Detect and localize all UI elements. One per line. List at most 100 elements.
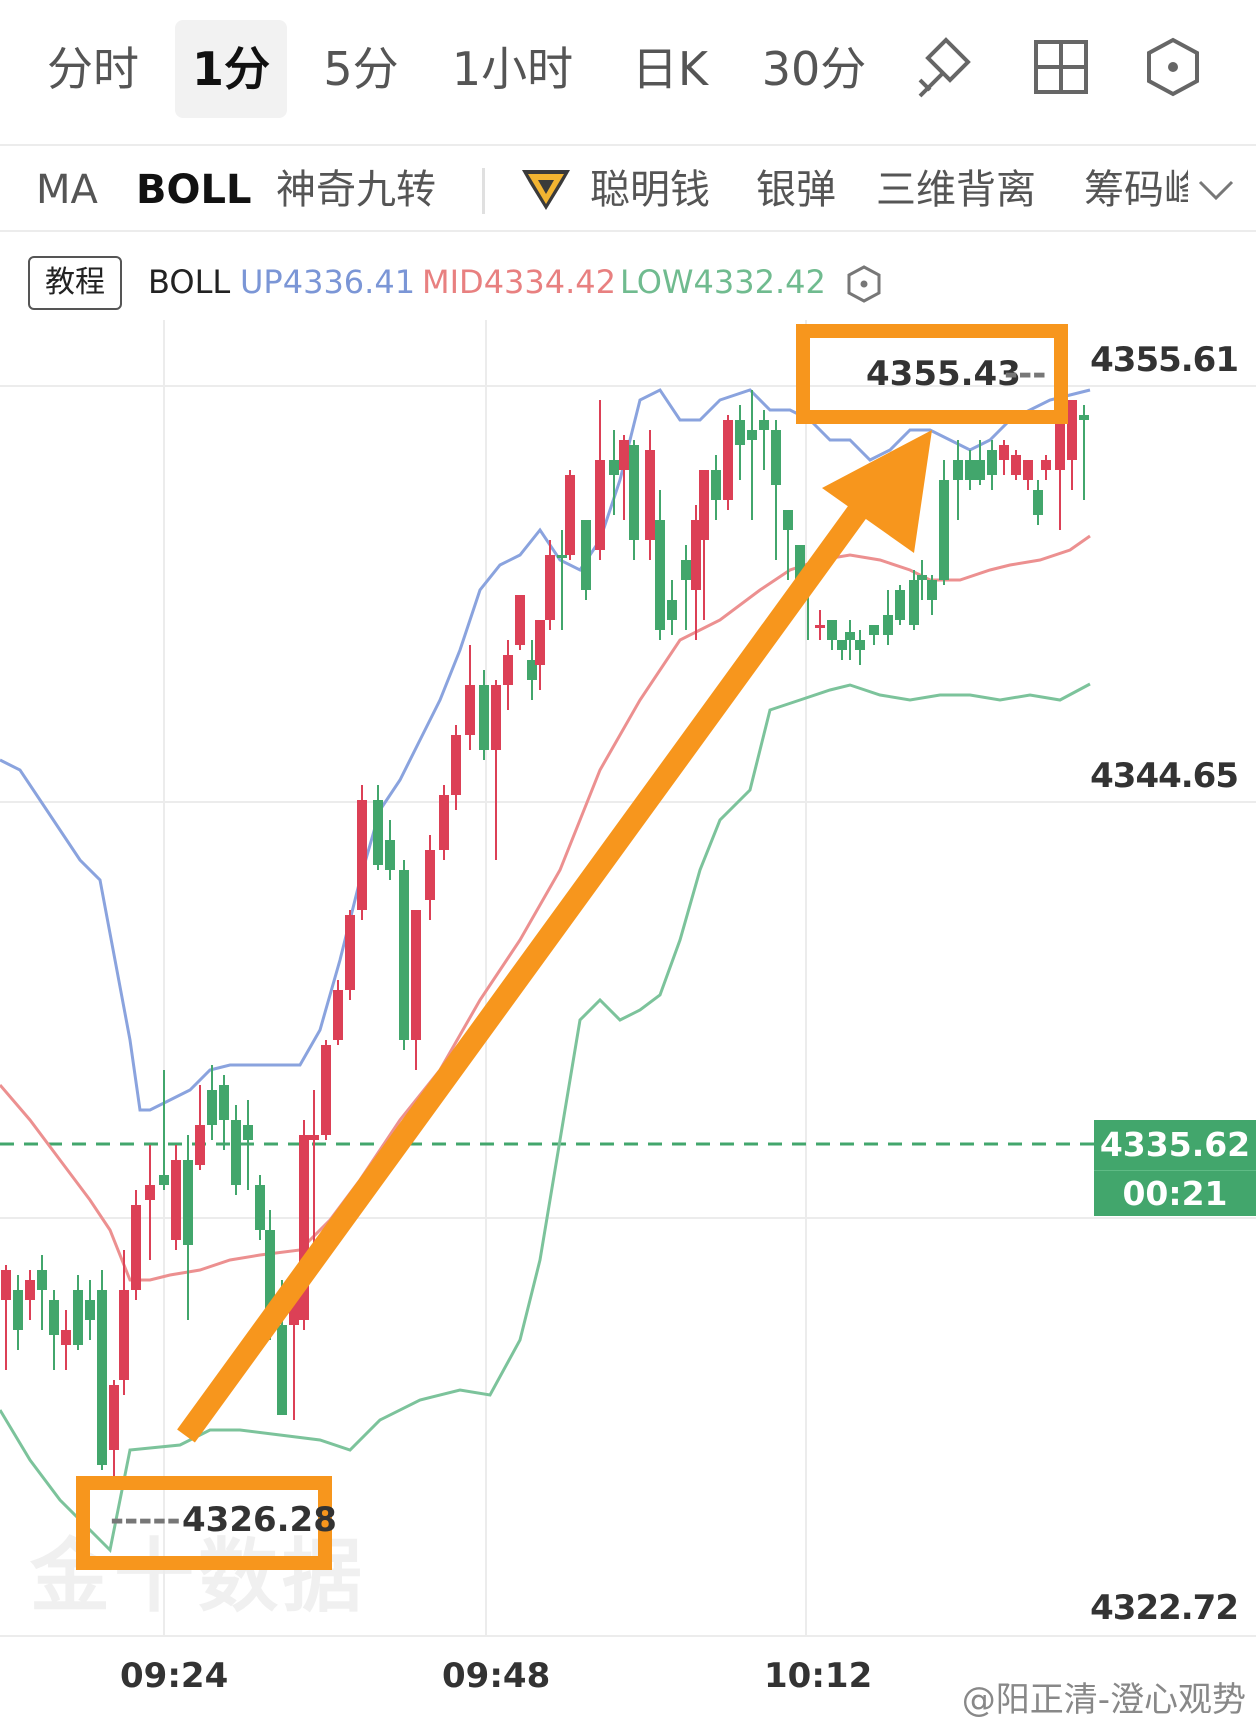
candle-body-47 [565,475,575,555]
candle-body-82 [975,460,985,480]
candle-body-55 [667,600,677,620]
candle-body-21 [255,1185,265,1230]
candle-body-71 [845,632,855,640]
tab-indicator-3d-divergence[interactable]: 三维背离 [876,167,1036,213]
layout-grid-icon[interactable] [1028,34,1094,100]
current-price-label: 4335.62 [1094,1120,1256,1170]
candle-body-64 [771,430,781,485]
tab-indicator-magic9[interactable]: 神奇九转 [276,167,436,213]
credit-text: @阳正清-澄心观势 [961,1680,1246,1720]
candle-body-38 [465,685,475,735]
low-annotation-box [76,1476,332,1570]
tab-timeframe-1min[interactable]: 1分 [175,20,287,118]
candle-body-52 [629,445,639,540]
candle-body-7 [85,1300,95,1320]
tab-timeframe-1hour[interactable]: 1小时 [451,42,574,96]
boll-info-bar: 教程 BOLL UP4336.41 MID4334.42 LOW4332.42 [0,248,1256,314]
candle-body-37 [451,735,461,795]
timeframe-bar: 分时 1分 5分 1小时 日K 30分 [0,0,1256,146]
candle-body-73 [869,625,879,635]
candle-body-15 [183,1160,193,1245]
tab-timeframe-5min[interactable]: 5分 [323,42,399,96]
candle-body-87 [1033,490,1043,515]
draw-tool-icon[interactable] [916,34,982,100]
candle-body-40 [491,685,501,750]
candle-body-72 [855,640,865,650]
candle-body-34 [411,910,421,1040]
candle-body-85 [1011,455,1021,475]
tab-indicator-smart-money[interactable]: 聪明钱 [590,167,710,213]
candle-body-3 [37,1270,47,1290]
candle-body-62 [747,430,757,440]
candle-body-49 [595,460,605,550]
chevron-down-icon[interactable] [1196,176,1236,204]
candle-body-61 [735,420,745,445]
candle-body-5 [61,1330,71,1345]
candle-body-75 [895,590,905,620]
tab-indicator-ma[interactable]: MA [36,167,98,213]
candle-body-56 [681,560,691,580]
boll-settings-icon[interactable] [846,264,882,304]
candle-body-32 [385,840,395,870]
candle-body-9 [109,1385,119,1450]
candle-body-17 [207,1090,217,1125]
candle-body-4 [49,1300,59,1335]
candle-body-1 [13,1290,23,1330]
candle-body-60 [723,420,733,500]
boll-mid-value: MID4334.42 [422,263,617,301]
tab-timeframe-30min[interactable]: 30分 [761,42,867,96]
candle-body-65 [783,510,793,530]
tutorial-button[interactable]: 教程 [28,256,122,310]
y-axis-label-top: 4355.61 [1090,340,1239,380]
candle-body-68 [815,625,825,628]
x-axis-label-2: 09:48 [442,1656,551,1696]
candle-body-6 [73,1290,83,1345]
tab-indicator-silver-bullet[interactable]: 银弹 [756,167,836,213]
candle-body-53 [645,450,655,540]
trend-arrow-shaft [177,493,875,1443]
candle-body-66 [795,545,805,580]
candle-body-35 [425,850,435,900]
candle-body-86 [1023,460,1033,480]
candle-body-58 [699,470,709,540]
candle-body-80 [953,460,963,480]
candle-body-0 [1,1270,11,1300]
candle-body-46 [557,555,567,558]
tab-indicator-chip-peak[interactable]: 筹码峰 [1084,167,1188,213]
candle-body-81 [965,460,975,480]
low-annotation-dash: ----- [110,1500,181,1540]
tab-indicator-boll[interactable]: BOLL [136,167,252,213]
y-axis-label-bottom: 4322.72 [1090,1588,1239,1628]
candle-body-83 [987,450,997,475]
y-axis-label-mid: 4344.65 [1090,756,1239,796]
x-axis-label-1: 09:24 [120,1656,229,1696]
candle-body-74 [883,615,893,635]
indicator-bar: MA BOLL 神奇九转 聪明钱 银弹 三维背离 筹码峰 [0,148,1256,232]
candle-body-33 [399,870,409,1040]
boll-upper-band [0,388,1091,1112]
tab-timeframe-daily[interactable]: 日K [631,42,709,96]
candle-body-39 [479,685,489,750]
candle-body-10 [119,1290,129,1380]
tab-timeframe-timeshare[interactable]: 分时 [47,42,139,96]
candle-body-79 [939,480,949,580]
boll-up-value: UP4336.41 [240,263,416,301]
settings-hexagon-icon[interactable] [1140,34,1206,100]
candle-body-88 [1041,460,1051,470]
candle-body-13 [159,1175,169,1185]
candle-body-12 [145,1185,155,1200]
candle-body-48 [581,520,591,590]
candle-body-41 [503,655,513,685]
boll-label: BOLL [148,263,231,301]
candle-body-23 [277,1325,287,1415]
candle-body-54 [655,520,665,630]
candle-body-57 [691,520,701,590]
candle-body-77 [917,575,927,580]
high-annotation-dash: --- [1004,354,1047,394]
candle-body-31 [373,800,383,865]
high-annotation-label: 4355.43 [866,354,1021,394]
boll-low-value: LOW4332.42 [620,263,826,301]
low-annotation-label: 4326.28 [182,1500,337,1540]
candle-body-26 [309,1135,319,1140]
